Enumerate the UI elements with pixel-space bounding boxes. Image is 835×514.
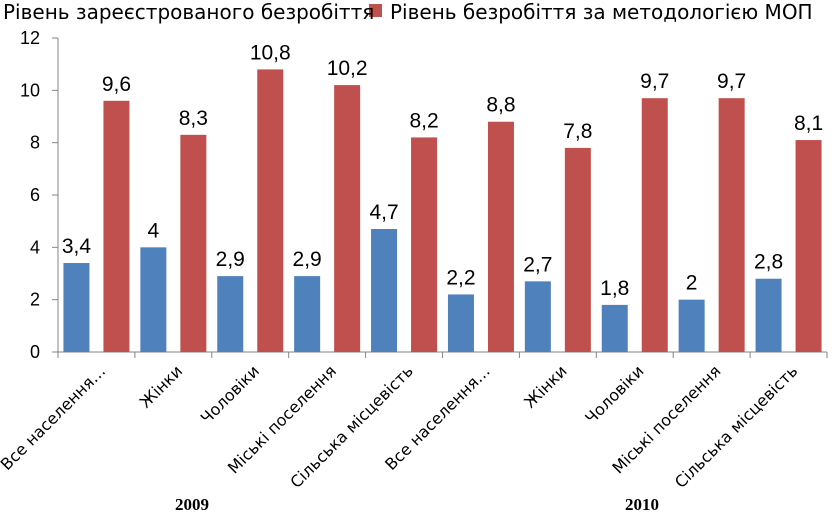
bar <box>334 85 361 352</box>
category-label: Жінки <box>136 361 186 411</box>
legend-swatch-icon <box>369 4 382 17</box>
category-label: Чоловіки <box>197 361 263 427</box>
bar <box>524 281 551 352</box>
y-tick-label: 4 <box>30 237 40 257</box>
y-tick-label: 2 <box>30 290 40 310</box>
y-tick-label: 0 <box>30 342 40 362</box>
bar <box>641 98 668 352</box>
data-label: 10,2 <box>327 57 368 80</box>
bar <box>678 299 705 352</box>
data-label: 4,7 <box>369 201 398 224</box>
data-label: 2,9 <box>293 248 322 271</box>
bar <box>103 100 130 352</box>
data-label: 2,7 <box>523 253 552 276</box>
data-label: 8,1 <box>794 112 823 135</box>
bar <box>63 263 90 352</box>
bar <box>755 278 782 352</box>
data-label: 9,6 <box>102 73 131 96</box>
year-group-label: 2009 <box>175 495 209 514</box>
y-tick-label: 8 <box>30 133 40 153</box>
data-label: 9,7 <box>640 70 669 93</box>
data-label: 8,8 <box>486 94 515 117</box>
data-label: 9,7 <box>717 70 746 93</box>
data-label: 4 <box>148 219 160 242</box>
category-label: Жінки <box>520 361 570 411</box>
bar <box>371 229 398 352</box>
category-label: Чоловіки <box>581 361 647 427</box>
bar <box>487 121 514 352</box>
legend-label: Рівень зареєстрованого безробіття <box>3 0 374 24</box>
bar <box>257 69 284 353</box>
data-label: 2,9 <box>216 248 245 271</box>
bar <box>718 98 745 352</box>
bar <box>180 134 207 352</box>
bar <box>601 304 628 352</box>
y-tick-label: 12 <box>20 28 40 48</box>
data-label: 10,8 <box>250 41 291 64</box>
data-label: 2,2 <box>446 266 475 289</box>
year-group-label: 2010 <box>625 495 659 514</box>
y-tick-label: 6 <box>30 185 40 205</box>
data-label: 8,3 <box>179 107 208 130</box>
data-label: 3,4 <box>62 235 92 258</box>
data-label: 7,8 <box>563 120 592 143</box>
bar <box>447 294 474 352</box>
bar <box>411 137 438 352</box>
category-label: Все населення… <box>0 361 109 474</box>
bar <box>564 147 591 352</box>
data-label: 2,8 <box>754 251 783 274</box>
y-tick-label: 10 <box>20 80 40 100</box>
data-label: 1,8 <box>600 277 629 300</box>
data-label: 2 <box>686 272 698 295</box>
data-label: 8,2 <box>409 109 438 132</box>
legend-label: Рівень безробіття за методологією МОП <box>390 0 813 24</box>
bar <box>294 276 321 352</box>
bar <box>217 276 244 352</box>
bar <box>795 140 822 352</box>
bar <box>140 247 167 352</box>
